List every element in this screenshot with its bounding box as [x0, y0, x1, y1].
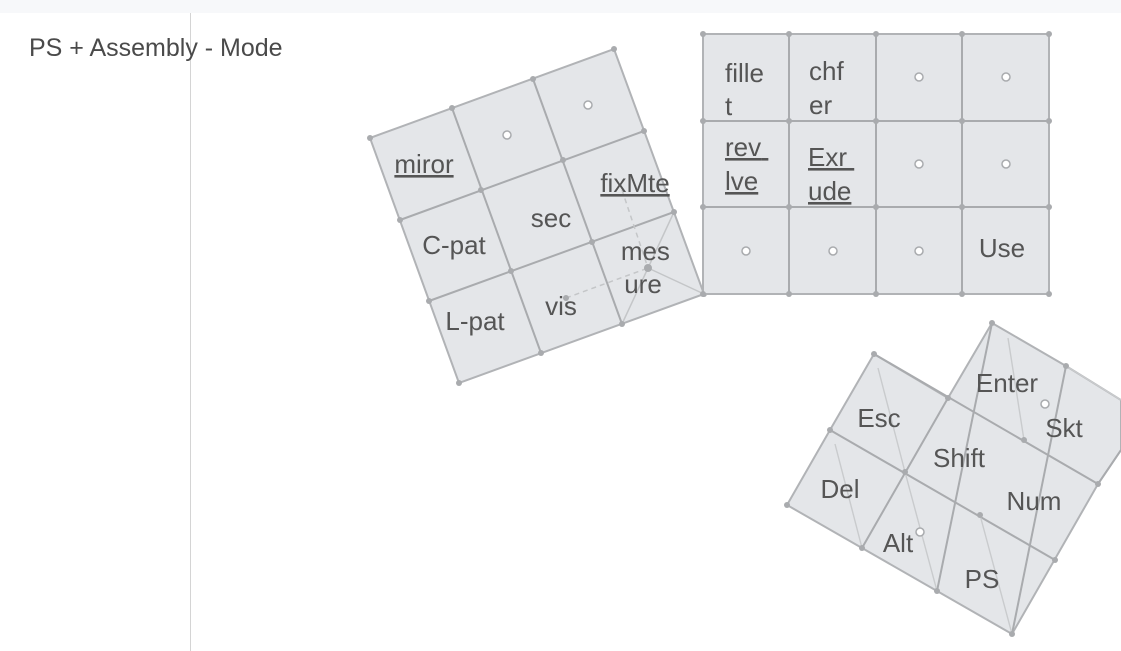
empty-key-marker-icon — [1002, 73, 1010, 81]
key-c-pat[interactable]: C-pat — [422, 230, 486, 260]
key-l-pat[interactable]: L-pat — [445, 306, 505, 336]
key-del[interactable]: Del — [820, 474, 859, 504]
key-ps[interactable]: PS — [965, 564, 1000, 594]
key-chfer-line-1: chf — [809, 56, 844, 86]
empty-key-marker-icon — [742, 247, 750, 255]
empty-key-marker-icon — [915, 247, 923, 255]
key-revlve-line-2: lve — [725, 166, 758, 196]
empty-key-marker-icon — [915, 73, 923, 81]
key-fixmte[interactable]: fixMte — [600, 168, 669, 198]
center-cluster: fille t chf er rev lve Exr ude Use — [700, 31, 1052, 297]
key-miror[interactable]: miror — [394, 149, 454, 179]
key-fillet-line-2: t — [725, 91, 733, 121]
key-vis[interactable]: vis — [545, 291, 577, 321]
key-revlve-line-1: rev — [725, 132, 761, 162]
key-mesure-line-1: mes — [621, 236, 670, 266]
key-exrude-line-1: Exr — [808, 142, 847, 172]
empty-key-marker-icon — [584, 101, 592, 109]
thumb-cluster: Esc Enter Skt Shift Del Num Alt PS — [784, 320, 1121, 637]
key-skt[interactable]: Skt — [1045, 413, 1083, 443]
key-marker-icon — [1041, 400, 1049, 408]
empty-key-marker-icon — [915, 160, 923, 168]
key-num[interactable]: Num — [1007, 486, 1062, 516]
empty-key-marker-icon — [503, 131, 511, 139]
key-sec[interactable]: sec — [531, 203, 571, 233]
left-cluster: miror C-pat sec fixMte L-pat vis mes ure — [367, 46, 707, 386]
empty-key-marker-icon — [829, 247, 837, 255]
empty-key-marker-icon — [1002, 160, 1010, 168]
key-marker-icon — [916, 528, 924, 536]
key-exrude-line-2: ude — [808, 176, 851, 206]
key-esc[interactable]: Esc — [857, 403, 900, 433]
key-fillet-line-1: fille — [725, 58, 764, 88]
key-use[interactable]: Use — [979, 233, 1025, 263]
key-shift[interactable]: Shift — [933, 443, 986, 473]
key-enter[interactable]: Enter — [976, 368, 1038, 398]
key-chfer-line-2: er — [809, 90, 832, 120]
key-mesure-line-2: ure — [624, 269, 662, 299]
key-alt[interactable]: Alt — [883, 528, 914, 558]
